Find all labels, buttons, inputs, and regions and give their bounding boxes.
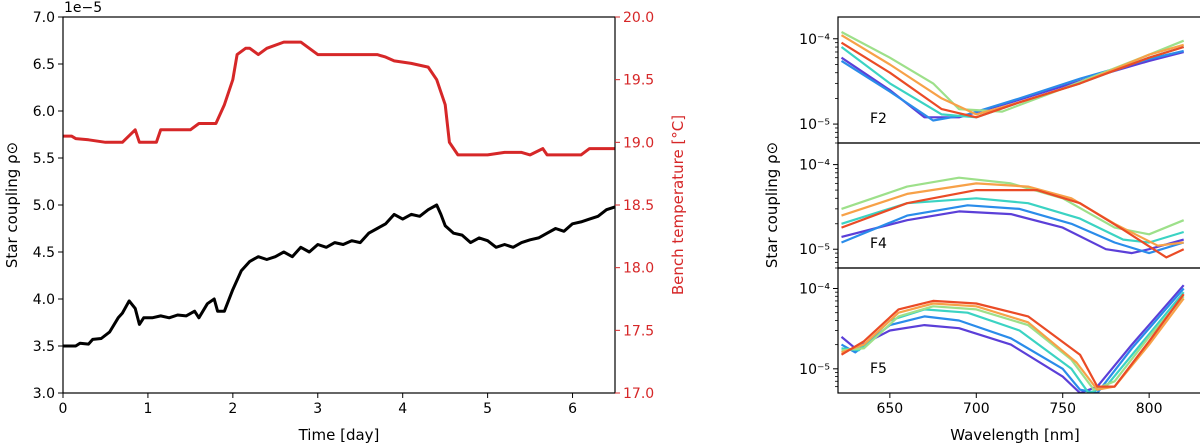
spectrum-line [841, 197, 1185, 244]
right-y-axis-label: Bench temperature [°C] [669, 115, 687, 295]
left-series-group [63, 40, 616, 348]
x-tick-label: 650 [876, 401, 903, 417]
panel-lines [841, 176, 1185, 259]
right-y-tick-label: 17.5 [623, 323, 654, 339]
spectrum-line [841, 204, 1185, 255]
y-tick-label: 5.0 [33, 198, 55, 214]
y-tick-label: 5.5 [33, 151, 55, 167]
right-y-tick-label: 17.0 [623, 386, 654, 402]
x-tick-label: 6 [568, 401, 577, 417]
panel-f5: 10⁻⁵ 10⁻⁴ F5 [799, 267, 1200, 394]
y-tick-label: 6.0 [33, 104, 55, 120]
right-y-ticks: 17.0 17.5 18.0 18.5 19.0 19.5 20.0 [615, 10, 654, 402]
spectrum-line [840, 34, 1185, 116]
x-tick-label: 700 [963, 401, 990, 417]
spectrum-line [841, 189, 1185, 259]
right-y-tick-label: 20.0 [623, 10, 654, 26]
y-tick-label: 3.0 [33, 386, 55, 402]
x-tick-label: 0 [59, 401, 68, 417]
panel-label: F5 [870, 361, 887, 377]
y-tick-label: 10⁻⁵ [799, 242, 830, 258]
wavelength-x-axis-label: Wavelength [nm] [950, 426, 1080, 444]
y-tick-label: 3.5 [33, 339, 55, 355]
panels-group: 10⁻⁵ 10⁻⁴ F2 10⁻⁵ 10⁻⁴ F4 10⁻⁵ 10⁻⁴ F5 [799, 16, 1200, 394]
temperature-coupling-chart: 0 1 2 3 4 5 6 3.0 3.5 4.0 4.5 5.0 5.5 6.0 6.5 7.0 17.0… [3, 0, 687, 444]
y-tick-label: 10⁻⁵ [799, 362, 830, 378]
wavelength-coupling-chart: 10⁻⁵ 10⁻⁴ F2 10⁻⁵ 10⁻⁴ F4 10⁻⁵ 10⁻⁴ F5 650 700 750… [763, 16, 1200, 444]
y-tick-label: 10⁻⁴ [799, 32, 830, 48]
left-x-axis-label: Time [day] [298, 426, 380, 444]
right-y-tick-label: 19.5 [623, 73, 654, 89]
y-tick-label: 10⁻⁴ [799, 282, 830, 298]
offset-text: 1e−5 [64, 0, 102, 16]
panel-lines [840, 284, 1185, 393]
wavelength-x-ticks: 650 700 750 800 [876, 393, 1163, 417]
right-y-tick-label: 18.5 [623, 198, 654, 214]
x-tick-label: 750 [1049, 401, 1076, 417]
spectrum-line [840, 293, 1185, 388]
series-line-star-coupling [63, 203, 616, 348]
x-tick-label: 1 [143, 401, 152, 417]
panel-lines [840, 31, 1185, 122]
left-y-axis-label: Star coupling ρ⊙ [3, 142, 21, 268]
spectrum-line [840, 41, 1185, 119]
right-y-tick-label: 19.0 [623, 135, 654, 151]
x-tick-label: 800 [1136, 401, 1163, 417]
x-tick-label: 4 [398, 401, 407, 417]
panel-label: F4 [870, 236, 887, 252]
y-tick-label: 10⁻⁴ [799, 158, 830, 174]
y-tick-label: 4.0 [33, 292, 55, 308]
y-tick-label: 6.5 [33, 57, 55, 73]
right-y-tick-label: 18.0 [623, 261, 654, 277]
left-x-ticks: 0 1 2 3 4 5 6 [59, 393, 577, 417]
y-tick-label: 10⁻⁵ [799, 117, 830, 133]
x-tick-label: 3 [313, 401, 322, 417]
y-tick-label: 7.0 [33, 10, 55, 26]
spectrum-line [841, 295, 1185, 391]
spectrum-line [841, 182, 1184, 247]
panel-label: F2 [870, 111, 887, 127]
series-line-bench-temperature [63, 40, 615, 157]
left-y-ticks: 3.0 3.5 4.0 4.5 5.0 5.5 6.0 6.5 7.0 [33, 10, 63, 402]
x-tick-label: 2 [228, 401, 237, 417]
y-tick-label: 4.5 [33, 245, 55, 261]
wavelength-y-axis-label: Star coupling ρ⊙ [763, 142, 781, 268]
x-tick-label: 5 [483, 401, 492, 417]
panel-f2: 10⁻⁵ 10⁻⁴ F2 [799, 16, 1200, 144]
